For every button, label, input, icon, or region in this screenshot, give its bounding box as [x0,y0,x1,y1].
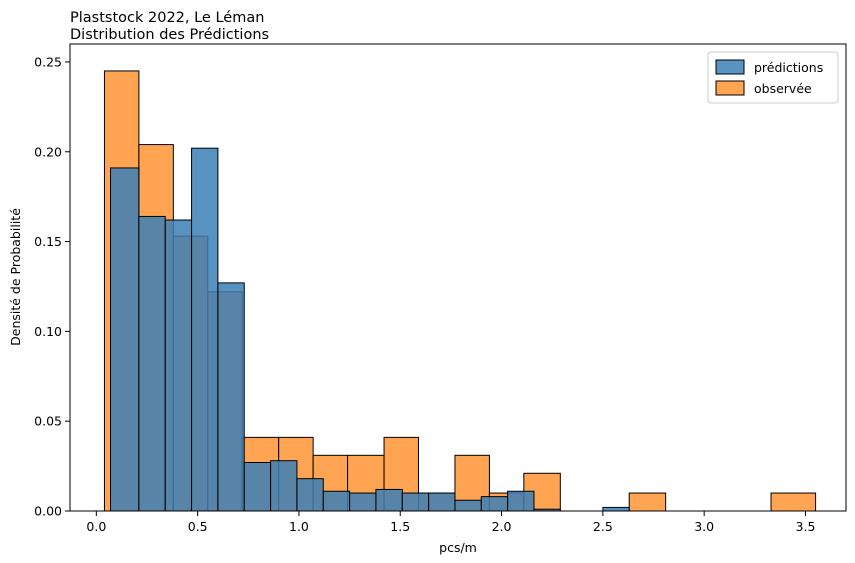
y-tick-label-5: 0.25 [34,54,62,69]
legend-label-observed: observée [754,81,812,96]
legend: prédictions observée [707,51,839,104]
legend-swatch-predictions [715,59,745,75]
observed-bar-15 [628,492,667,512]
prediction-bar-15 [507,490,535,512]
legend-swatch-observed [715,80,745,96]
x-axis-label: pcs/m [439,540,477,555]
prediction-bar-18 [602,506,630,512]
x-tick-label-3: 1.5 [390,519,410,534]
y-tick-label-3: 0.15 [34,234,62,249]
prediction-bar-6 [270,460,298,512]
prediction-bar-5 [243,462,272,512]
y-tick-label-4: 0.20 [34,144,62,159]
prediction-bar-14 [480,496,509,512]
prediction-bar-13 [454,499,482,512]
prediction-bar-9 [349,492,377,512]
x-tick-label-2: 1.0 [289,519,309,534]
y-tick-label-2: 0.10 [34,324,62,339]
x-tick-label-7: 3.5 [796,519,816,534]
y-axis-label: Densité de Probabilité [8,208,23,346]
prediction-bar-11 [401,492,430,512]
legend-label-predictions: prédictions [754,60,823,75]
prediction-bar-12 [428,492,456,512]
prediction-bar-2 [164,219,193,512]
x-tick-label-1: 0.5 [188,519,208,534]
y-axis: 0.00 0.05 0.10 0.15 0.20 0.25 [34,54,70,519]
prediction-bar-0 [110,167,140,512]
y-tick-label-0: 0.00 [34,504,62,519]
y-tick-label-1: 0.05 [34,414,62,429]
x-tick-label-6: 3.0 [694,519,714,534]
prediction-bars [110,147,630,512]
x-tick-label-4: 2.0 [492,519,512,534]
prediction-bar-7 [296,478,324,512]
x-axis: 0.0 0.5 1.0 1.5 2.0 2.5 3.0 3.5 [86,511,815,534]
chart-subtitle: Distribution des Prédictions [70,27,269,43]
x-tick-label-5: 2.5 [593,519,613,534]
prediction-bar-4 [217,282,245,512]
prediction-bar-10 [375,488,403,512]
prediction-bar-3 [191,147,219,512]
x-tick-label-0: 0.0 [86,519,106,534]
plot-frame [69,43,847,512]
prediction-bar-1 [138,215,166,512]
observed-bar-19 [770,492,817,512]
chart-title: Plaststock 2022, Le Léman [70,10,264,26]
prediction-bar-8 [322,490,351,512]
